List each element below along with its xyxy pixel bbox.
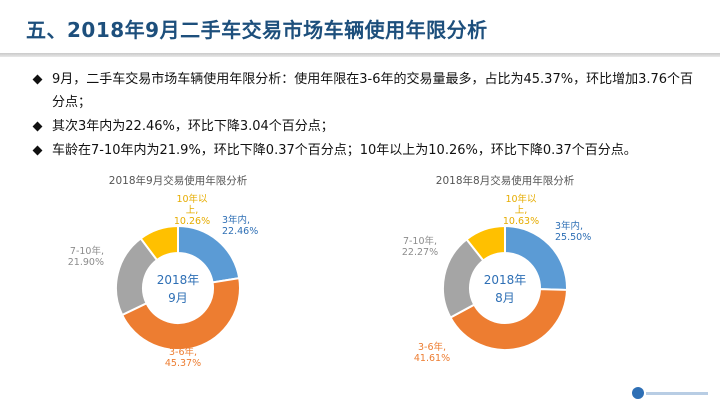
chart-title: 2018年9月交易使用年限分析: [109, 174, 248, 187]
bullet-text: 其次3年内为22.46%，环比下降3.04个百分点；: [52, 119, 334, 134]
slice-label: 7-10年, 22.27%: [402, 235, 438, 258]
bullet-item: 车龄在7-10年内为21.9%，环比下降0.37个百分点；10年以上为10.26…: [32, 139, 706, 162]
logo-wordmark-bar: [646, 392, 708, 395]
slice-label: 3年内, 22.46%: [222, 214, 258, 237]
slice-over-10-years: [139, 224, 179, 262]
slice-label: 10年以上, 10.26%: [174, 193, 210, 227]
bullet-text: 车龄在7-10年内为21.9%，环比下降0.37个百分点；10年以上为10.26…: [52, 143, 637, 158]
slice-label: 10年以上, 10.63%: [503, 193, 539, 227]
slice-3-6-years: [449, 288, 569, 351]
center-label-month: 8月: [495, 291, 515, 305]
diamond-bullet-icon: [32, 121, 43, 132]
slice-label: 3-6年, 45.37%: [165, 346, 201, 369]
bullet-list: 9月，二手车交易市场车辆使用年限分析：使用年限在3-6年的交易量最多，占比为45…: [32, 68, 706, 163]
slice-label: 7-10年, 21.90%: [68, 245, 104, 268]
donut-chart-svg: 2018年8月交易使用年限分析 3年内, 25.50% 3-6年, 41.61% 7-10…: [402, 174, 591, 364]
title-divider: [0, 53, 720, 57]
center-label-month: 9月: [168, 291, 188, 305]
slice-label: 3年内, 25.50%: [555, 220, 591, 243]
bullet-item: 9月，二手车交易市场车辆使用年限分析：使用年限在3-6年的交易量最多，占比为45…: [32, 68, 706, 114]
center-label-year: 2018年: [157, 273, 200, 287]
donut-chart-august: 2018年8月交易使用年限分析 3年内, 25.50% 3-6年, 41.61% 7-10…: [360, 166, 710, 386]
bullet-item: 其次3年内为22.46%，环比下降3.04个百分点；: [32, 115, 706, 138]
donut-chart-september: 2018年9月交易使用年限分析 3年内, 22.46% 3-6年, 45.37% 7-10…: [0, 166, 350, 386]
donut-hole: [144, 254, 212, 322]
slice-label: 3-6年, 41.61%: [414, 341, 450, 364]
center-label-year: 2018年: [484, 273, 527, 287]
logo-mark-icon: [632, 387, 644, 399]
slice-3-6-years: [120, 277, 241, 351]
page-title: 五、2018年9月二手车交易市场车辆使用年限分析: [26, 18, 488, 42]
donut-chart-svg: 2018年9月交易使用年限分析 3年内, 22.46% 3-6年, 45.37% 7-10…: [68, 174, 258, 369]
slice-over-10-years: [465, 224, 506, 262]
diamond-bullet-icon: [32, 145, 43, 156]
chart-title: 2018年8月交易使用年限分析: [436, 174, 575, 187]
footer-logo: [632, 387, 712, 399]
bullet-text: 9月，二手车交易市场车辆使用年限分析：使用年限在3-6年的交易量最多，占比为45…: [52, 72, 694, 110]
diamond-bullet-icon: [32, 74, 43, 85]
donut-hole: [471, 254, 539, 322]
